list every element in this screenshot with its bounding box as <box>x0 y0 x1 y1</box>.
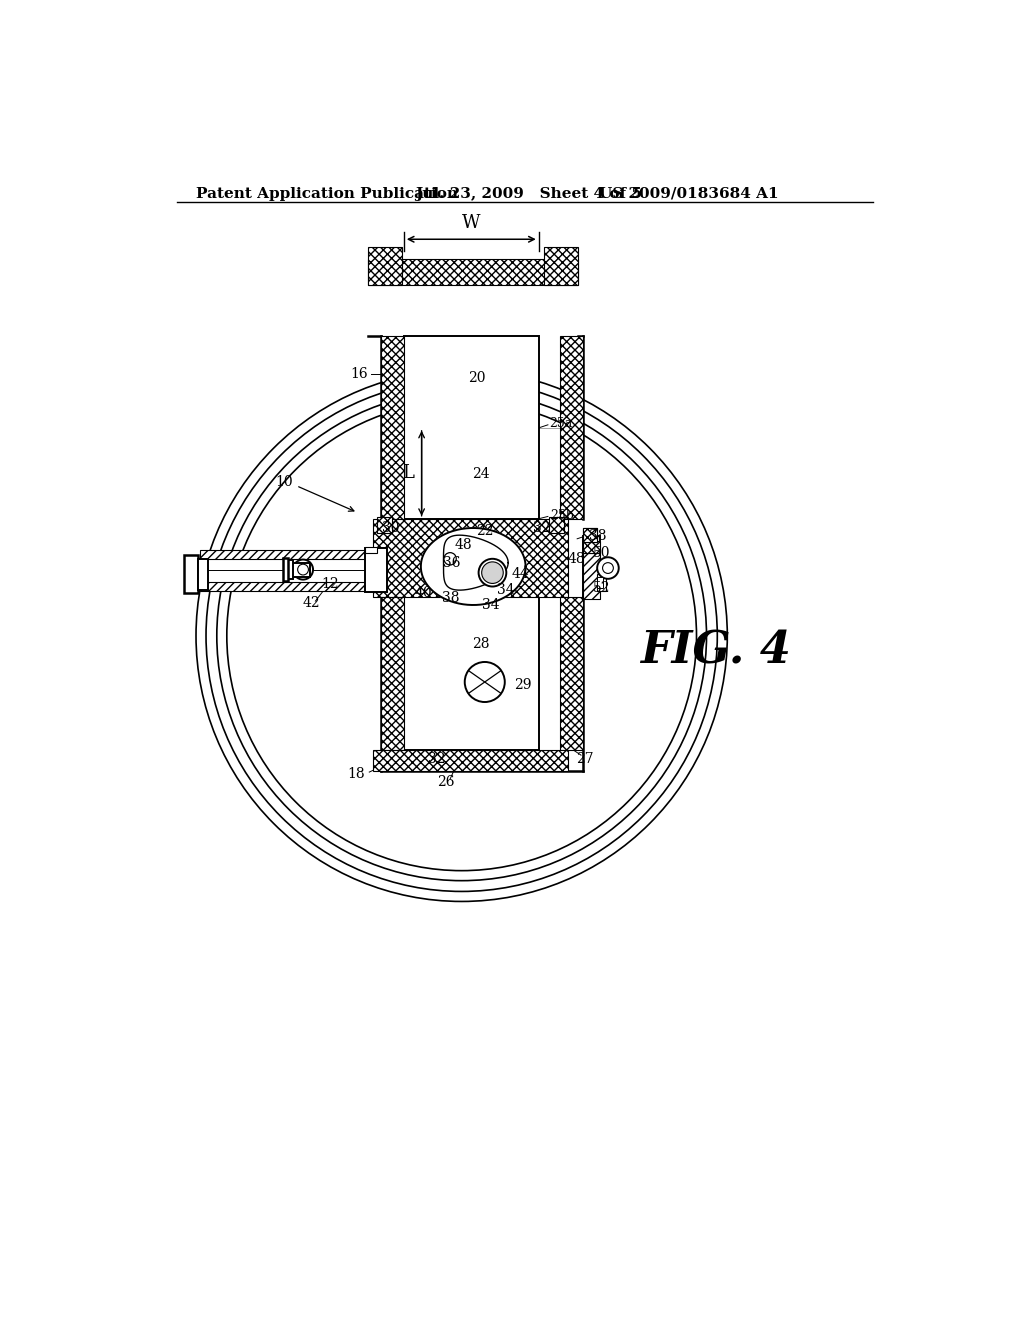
Text: 38: 38 <box>589 529 606 543</box>
Text: 27: 27 <box>577 752 594 766</box>
Bar <box>366 548 377 553</box>
Circle shape <box>293 560 313 579</box>
Text: 10: 10 <box>275 475 293 488</box>
Text: 22: 22 <box>476 524 494 539</box>
Text: 38: 38 <box>442 591 460 605</box>
Text: 25a: 25a <box>550 417 572 430</box>
Bar <box>403 335 539 519</box>
Text: 32: 32 <box>532 521 550 535</box>
Circle shape <box>194 368 730 904</box>
Bar <box>368 247 401 285</box>
Text: 36: 36 <box>442 556 460 570</box>
Bar <box>584 553 600 599</box>
Text: 42: 42 <box>303 597 321 610</box>
Text: 16: 16 <box>350 367 368 381</box>
Text: 24: 24 <box>472 467 489 480</box>
Bar <box>199 558 208 590</box>
Bar <box>381 597 403 750</box>
Bar <box>200 558 373 582</box>
Text: 40: 40 <box>415 586 432 601</box>
Circle shape <box>465 663 505 702</box>
Text: 48: 48 <box>568 552 586 566</box>
Text: 32: 32 <box>428 752 445 766</box>
Bar <box>373 750 568 771</box>
Bar <box>200 549 373 558</box>
Text: 26: 26 <box>437 775 455 789</box>
Text: 34: 34 <box>497 582 515 597</box>
Bar <box>584 553 600 599</box>
Text: FIG. 4: FIG. 4 <box>640 630 792 673</box>
Bar <box>584 528 597 543</box>
Bar <box>366 548 387 591</box>
Circle shape <box>481 562 503 583</box>
Text: 25b: 25b <box>550 510 574 523</box>
Bar <box>200 582 373 591</box>
Text: US 2009/0183684 A1: US 2009/0183684 A1 <box>599 187 778 201</box>
Text: 52: 52 <box>593 581 610 595</box>
Text: Patent Application Publication: Patent Application Publication <box>196 187 458 201</box>
Text: 34: 34 <box>482 598 500 612</box>
Text: 28: 28 <box>472 636 489 651</box>
Bar <box>403 754 539 767</box>
Bar <box>184 554 199 594</box>
Circle shape <box>602 562 613 573</box>
Text: 12: 12 <box>322 577 339 591</box>
Bar <box>283 558 288 581</box>
Bar <box>597 577 602 589</box>
Text: 50: 50 <box>593 545 610 560</box>
Text: 20: 20 <box>468 371 485 385</box>
Bar <box>403 597 539 750</box>
Bar <box>290 562 310 577</box>
Circle shape <box>478 558 506 586</box>
Text: 44: 44 <box>512 568 529 581</box>
Circle shape <box>444 553 457 565</box>
Bar <box>544 247 578 285</box>
Circle shape <box>298 564 308 576</box>
Bar <box>287 561 293 579</box>
Text: W: W <box>462 214 480 231</box>
Bar <box>560 335 584 519</box>
Bar <box>381 335 403 519</box>
Text: Jul. 23, 2009   Sheet 4 of 5: Jul. 23, 2009 Sheet 4 of 5 <box>416 187 642 201</box>
Bar <box>584 536 600 553</box>
Text: 29: 29 <box>514 678 531 692</box>
Polygon shape <box>443 535 508 590</box>
Polygon shape <box>421 528 525 605</box>
Bar <box>584 528 597 543</box>
Bar <box>560 597 584 750</box>
Text: 18: 18 <box>348 767 366 781</box>
Text: L: L <box>402 465 414 482</box>
Text: 48: 48 <box>455 539 472 552</box>
Bar <box>373 519 568 598</box>
Bar <box>597 574 606 591</box>
Bar <box>584 541 600 553</box>
Text: 30: 30 <box>382 521 399 535</box>
Bar <box>377 517 392 533</box>
Bar <box>549 517 564 533</box>
Bar <box>368 259 578 285</box>
Circle shape <box>597 557 618 579</box>
